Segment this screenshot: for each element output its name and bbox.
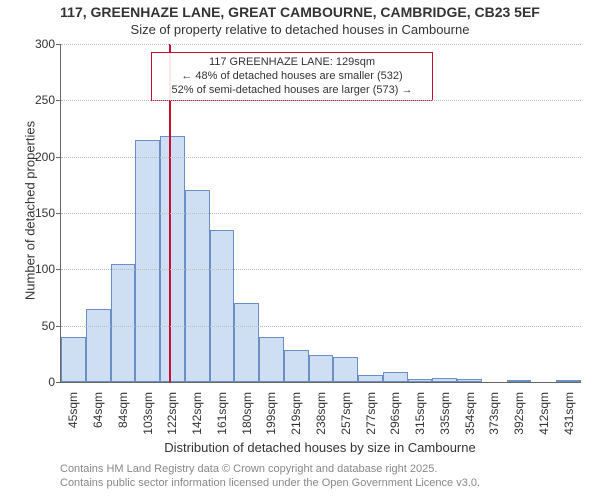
histogram-bar: [309, 355, 334, 382]
histogram-bar: [333, 357, 358, 382]
xtick-label: 373sqm: [487, 388, 501, 435]
histogram-bar: [234, 303, 259, 382]
annotation-line: ← 48% of detached houses are smaller (53…: [158, 70, 426, 84]
histogram-bar: [507, 380, 532, 382]
xtick-label: 180sqm: [240, 388, 254, 435]
histogram-bar: [432, 378, 457, 383]
histogram-bar: [284, 350, 309, 382]
xtick-label: 64sqm: [91, 388, 105, 428]
histogram-bar: [160, 136, 185, 382]
xtick-label: 412sqm: [537, 388, 551, 435]
gridline: [61, 326, 581, 327]
xtick-label: 161sqm: [215, 388, 229, 435]
histogram-bar: [457, 379, 482, 382]
xtick-label: 199sqm: [264, 388, 278, 435]
histogram-bar: [86, 309, 111, 382]
gridline: [61, 100, 581, 101]
chart-title: 117, GREENHAZE LANE, GREAT CAMBOURNE, CA…: [0, 4, 600, 20]
xtick-label: 257sqm: [339, 388, 353, 435]
ytick-label: 250: [35, 93, 61, 107]
histogram-bar: [185, 190, 210, 382]
footer-line-2: Contains public sector information licen…: [60, 476, 480, 490]
histogram-bar: [383, 372, 408, 382]
histogram-bar: [210, 230, 235, 382]
ytick-label: 50: [42, 319, 61, 333]
xtick-label: 335sqm: [438, 388, 452, 435]
chart-container: 117, GREENHAZE LANE, GREAT CAMBOURNE, CA…: [0, 0, 600, 500]
xtick-label: 354sqm: [463, 388, 477, 435]
xtick-label: 103sqm: [141, 388, 155, 435]
gridline: [61, 213, 581, 214]
plot-area: 117 GREENHAZE LANE: 129sqm← 48% of detac…: [60, 44, 581, 383]
xtick-label: 392sqm: [512, 388, 526, 435]
annotation-line: 52% of semi-detached houses are larger (…: [158, 84, 426, 98]
y-axis-label: Number of detached properties: [23, 121, 38, 301]
annotation-line: 117 GREENHAZE LANE: 129sqm: [158, 56, 426, 70]
annotation-box: 117 GREENHAZE LANE: 129sqm← 48% of detac…: [151, 52, 433, 101]
xtick-label: 122sqm: [165, 388, 179, 435]
ytick-label: 0: [48, 375, 61, 389]
histogram-bar: [408, 379, 433, 382]
xtick-label: 277sqm: [364, 388, 378, 435]
histogram-bar: [259, 337, 284, 382]
gridline: [61, 44, 581, 45]
xtick-label: 296sqm: [388, 388, 402, 435]
histogram-bar: [135, 140, 160, 382]
footer-attribution: Contains HM Land Registry data © Crown c…: [60, 462, 480, 491]
gridline: [61, 269, 581, 270]
gridline: [61, 157, 581, 158]
xtick-label: 142sqm: [190, 388, 204, 435]
xtick-label: 45sqm: [66, 388, 80, 428]
ytick-label: 100: [35, 262, 61, 276]
ytick-label: 150: [35, 206, 61, 220]
histogram-bar: [61, 337, 86, 382]
xtick-label: 238sqm: [314, 388, 328, 435]
histogram-bar: [556, 380, 581, 382]
ytick-label: 300: [35, 37, 61, 51]
xtick-label: 84sqm: [116, 388, 130, 428]
histogram-bar: [358, 375, 383, 382]
x-axis-label: Distribution of detached houses by size …: [60, 440, 580, 455]
xtick-label: 219sqm: [289, 388, 303, 435]
xtick-label: 431sqm: [562, 388, 576, 435]
chart-subtitle: Size of property relative to detached ho…: [0, 22, 600, 37]
xtick-label: 315sqm: [413, 388, 427, 435]
ytick-label: 200: [35, 150, 61, 164]
histogram-bar: [111, 264, 136, 382]
footer-line-1: Contains HM Land Registry data © Crown c…: [60, 462, 480, 476]
